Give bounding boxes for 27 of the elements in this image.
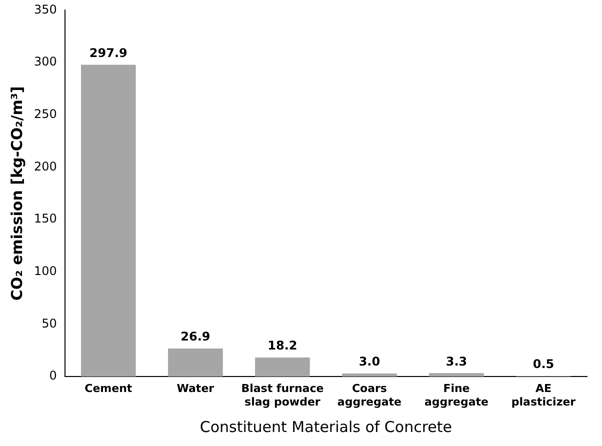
x-tick-label: Blast furnace slag powder bbox=[241, 382, 324, 408]
bar bbox=[429, 373, 484, 377]
y-tick-label: 0 bbox=[49, 368, 57, 383]
bar bbox=[342, 373, 397, 377]
y-tick-label: 200 bbox=[34, 159, 57, 174]
x-tick-label: Water bbox=[176, 382, 215, 396]
bar bbox=[168, 348, 223, 377]
data-label: 0.5 bbox=[532, 357, 554, 372]
x-tick-label: Fine aggregate bbox=[424, 382, 489, 408]
data-label: 3.0 bbox=[358, 354, 380, 369]
x-tick-label: AE plasticizer bbox=[511, 382, 576, 408]
data-label: 3.3 bbox=[446, 354, 468, 368]
data-label: 297.9 bbox=[89, 46, 128, 60]
bar bbox=[255, 358, 310, 377]
y-tick-label: 300 bbox=[34, 54, 57, 69]
bar bbox=[81, 64, 136, 377]
x-tick-label: Coars aggregate bbox=[337, 382, 402, 408]
y-tick-label: 100 bbox=[34, 264, 57, 278]
y-tick-label: 350 bbox=[34, 2, 57, 16]
y-tick-label: 150 bbox=[34, 212, 57, 226]
y-axis-title: CO₂ emission [kg-CO₂/m³] bbox=[8, 86, 26, 301]
x-tick-label: Cement bbox=[84, 382, 132, 396]
data-label: 18.2 bbox=[268, 338, 298, 353]
x-axis-title: Constituent Materials of Concrete bbox=[200, 418, 452, 436]
y-tick-label: 50 bbox=[42, 316, 57, 330]
data-label: 26.9 bbox=[180, 330, 210, 344]
y-tick-label: 250 bbox=[34, 107, 57, 122]
